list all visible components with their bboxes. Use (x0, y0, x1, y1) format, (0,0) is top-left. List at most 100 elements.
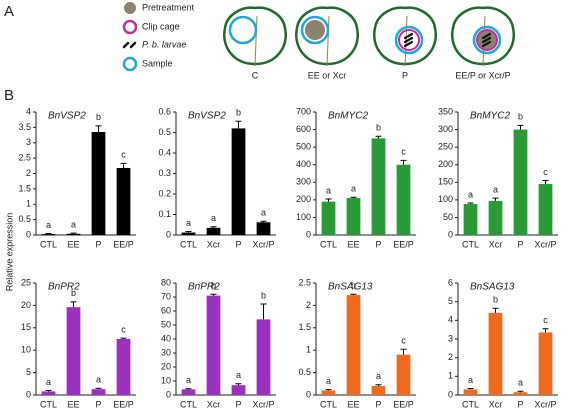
y-tick-label: 2.5 (298, 277, 311, 287)
sample (300, 15, 330, 45)
legend-label: Clip cage (142, 21, 180, 31)
panel-label: B (4, 87, 14, 104)
legend-label: P. b. larvae (142, 39, 186, 49)
significance-letter: a (351, 184, 356, 194)
y-tick-label: 0.1 (158, 209, 171, 219)
chart-title: BnPR2 (48, 282, 80, 293)
bar (538, 184, 553, 235)
x-tick-label: P (517, 239, 523, 249)
bar (321, 390, 336, 395)
bar (256, 319, 271, 395)
error-bar (400, 159, 407, 165)
bar (116, 167, 131, 235)
bar (181, 389, 196, 395)
error-bar (45, 390, 52, 392)
significance-letter: a (96, 375, 101, 385)
y-tick-label: 3.5 (18, 122, 31, 132)
error-bar (210, 293, 217, 296)
significance-letter: a (376, 371, 381, 381)
y-tick-label: 1.5 (298, 322, 311, 332)
leaf (294, 6, 360, 66)
bar (463, 389, 478, 395)
bar (488, 312, 503, 395)
x-tick-label: P (95, 239, 101, 249)
significance-letter: b (518, 112, 523, 122)
y-tick-label: 20 (161, 361, 171, 371)
bar (396, 164, 411, 235)
chart-title: BnMYC2 (328, 111, 368, 122)
x-tick-label: CTL (462, 399, 479, 409)
bar (321, 201, 336, 235)
x-tick-label: EE (67, 239, 79, 249)
y-tick-label: 25 (21, 277, 31, 287)
legend-label: Sample (142, 58, 173, 68)
x-tick-label: CTL (462, 239, 479, 249)
significance-letter: a (46, 377, 51, 387)
y-tick-label: 3 (448, 333, 453, 343)
error-bar (70, 301, 77, 308)
x-tick-label: EE/P (393, 399, 414, 409)
y-tick-label: 0.5 (158, 127, 171, 137)
y-tick-label: 0 (448, 229, 453, 239)
significance-letter: b (71, 288, 76, 298)
significance-letter: c (401, 147, 406, 157)
error-bar (260, 220, 267, 223)
treatment-label: C (252, 70, 259, 80)
error-bar (517, 390, 524, 393)
leaf (450, 6, 516, 66)
bar (488, 200, 503, 235)
error-bar (467, 387, 474, 390)
significance-letter: a (468, 189, 473, 199)
significance-letter: a (186, 375, 191, 385)
error-bar (400, 348, 407, 355)
y-tick-label: 150 (438, 177, 453, 187)
y-tick-label: 2 (26, 168, 31, 178)
y-tick-label: 60 (161, 305, 171, 315)
x-tick-label: EE (347, 239, 359, 249)
x-tick-label: CTL (40, 399, 57, 409)
error-bar (542, 180, 549, 185)
x-tick-label: P (235, 239, 241, 249)
x-tick-label: Xcr (207, 239, 221, 249)
significance-letter: b (493, 295, 498, 305)
error-bar (120, 162, 127, 168)
significance-letter: a (186, 218, 191, 228)
y-tick-label: 0 (166, 229, 171, 239)
sample (228, 15, 258, 45)
x-tick-label: Xcr (489, 399, 503, 409)
y-tick-label: 100 (296, 212, 311, 222)
leaf-vein (326, 15, 330, 67)
significance-letter: a (468, 375, 473, 385)
legend-icon (124, 2, 136, 14)
y-tick-label: 300 (438, 124, 453, 134)
x-tick-label: CTL (320, 239, 337, 249)
significance-letter: a (326, 185, 331, 195)
significance-letter: a (71, 220, 76, 230)
leaf (222, 6, 288, 66)
bar (513, 392, 528, 395)
significance-letter: b (211, 281, 216, 291)
y-tick-label: 1.5 (18, 183, 31, 193)
larva (481, 32, 492, 40)
panel-label: A (4, 3, 14, 20)
y-tick-label: 1 (448, 371, 453, 381)
bar (91, 131, 106, 235)
error-bar (185, 388, 192, 390)
y-tick-label: 700 (296, 106, 311, 116)
larva (403, 36, 414, 44)
y-axis-label: Relative expression (4, 213, 14, 292)
error-bar (325, 198, 332, 202)
x-tick-label: Xcr (207, 399, 221, 409)
y-tick-label: 50 (443, 212, 453, 222)
y-tick-label: 1 (26, 199, 31, 209)
x-tick-label: Xcr/P (534, 239, 556, 249)
significance-letter: b (236, 108, 241, 118)
y-tick-label: 2.5 (18, 153, 31, 163)
y-tick-label: 200 (438, 159, 453, 169)
bar (396, 354, 411, 395)
y-tick-label: 4 (448, 315, 453, 325)
legend-icon (122, 41, 137, 49)
significance-letter: a (211, 213, 216, 223)
legend-icon (122, 19, 138, 35)
